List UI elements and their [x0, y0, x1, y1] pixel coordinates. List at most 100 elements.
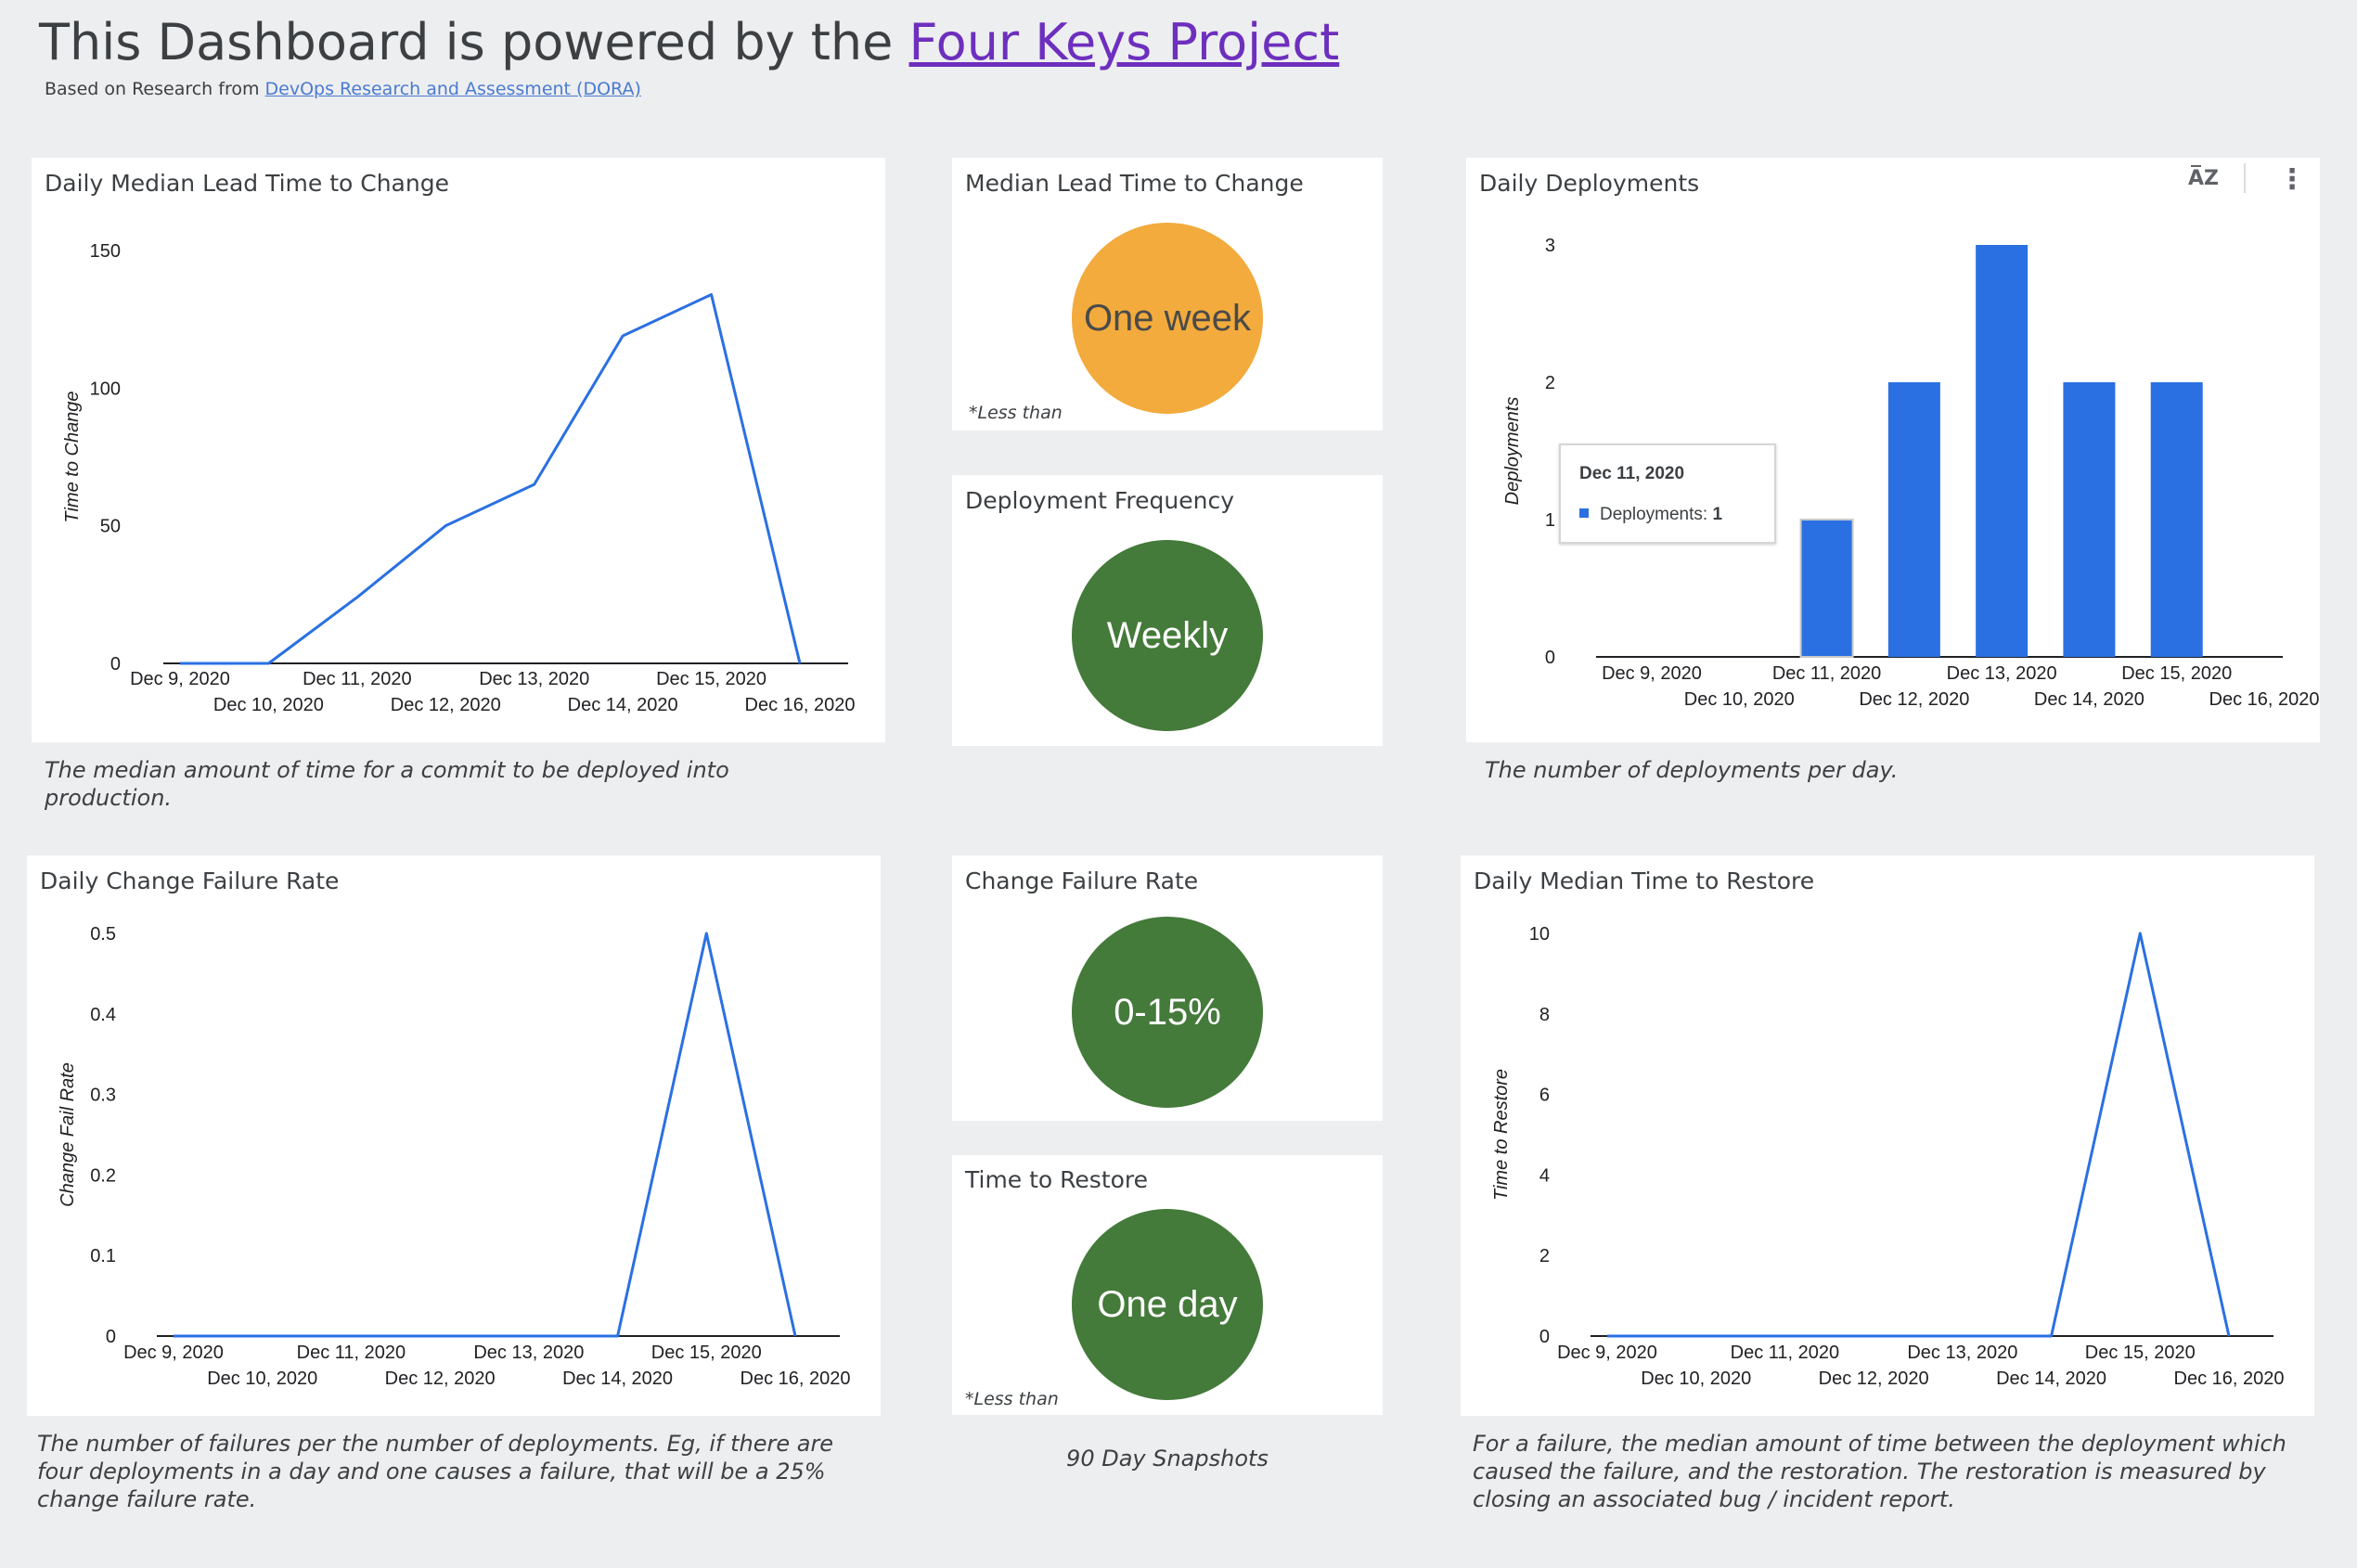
x-tick-label: Dec 12, 2020	[1859, 689, 1969, 710]
cfr-value-circle: 0-15%	[1072, 917, 1263, 1108]
deploy-frequency-title: Deployment Frequency	[965, 487, 1235, 514]
ttr-chart-title: Daily Median Time to Restore	[1474, 868, 1815, 894]
deploy-frequency-scorecard: Deployment Frequency Weekly	[952, 475, 1383, 746]
bar-dec-14-2020	[2063, 382, 2116, 657]
y-tick-label: 150	[90, 241, 121, 262]
tooltip-value: 1	[1712, 505, 1723, 524]
y-tick-label: 0	[110, 654, 121, 675]
bar-dec-12-2020	[1887, 382, 1940, 657]
x-tick-label: Dec 15, 2020	[2121, 663, 2232, 684]
cfr-caption: The number of failures per the number of…	[37, 1431, 834, 1512]
y-tick-label: 10	[1529, 924, 1550, 945]
x-tick-label: Dec 10, 2020	[213, 695, 324, 715]
ttr-caption: For a failure, the median amount of time…	[1473, 1431, 2286, 1512]
y-tick-label: 8	[1539, 1005, 1550, 1025]
more-vert-icon[interactable]: ⋮	[2278, 163, 2306, 196]
x-tick-label: Dec 10, 2020	[207, 1369, 317, 1389]
x-tick-label: Dec 9, 2020	[1602, 663, 1702, 684]
x-tick-label: Dec 11, 2020	[297, 1343, 406, 1363]
cfr-chart-title: Daily Change Failure Rate	[40, 868, 340, 894]
x-tick-label: Dec 11, 2020	[1731, 1343, 1840, 1363]
dashboard-subtitle: Based on Research from DevOps Research a…	[45, 79, 641, 99]
subtitle-text: Based on Research from	[45, 79, 265, 99]
cfr-chart-card: Daily Change Failure Rate 0 0.1 0.2 0.3 0.4 0…	[27, 855, 881, 1416]
deployments-chart: 0 1 2 3 Deployments Dec 9, 2020 Dec 10, 2020 De…	[1502, 236, 2319, 710]
x-tick-label: Dec 11, 2020	[303, 669, 412, 689]
y-tick-label: 0.2	[90, 1165, 116, 1186]
x-tick-label: Dec 16, 2020	[2174, 1369, 2285, 1389]
x-tick-label: Dec 15, 2020	[656, 669, 766, 689]
x-tick-label: Dec 11, 2020	[1772, 663, 1882, 684]
series-line	[180, 292, 802, 665]
ttr-note: *Less than	[965, 1389, 1059, 1409]
lead-time-value-circle: One week	[1072, 223, 1263, 414]
x-tick-label: Dec 12, 2020	[385, 1369, 496, 1389]
x-tick-label: Dec 13, 2020	[479, 669, 589, 689]
x-tick-label: Dec 13, 2020	[473, 1343, 584, 1363]
bar-dec-11-2020	[1799, 519, 1854, 658]
lead-time-scorecard: Median Lead Time to Change One week *Les…	[952, 158, 1383, 431]
y-tick-label: 2	[1545, 373, 1555, 393]
toolbar-divider	[2244, 163, 2246, 193]
tooltip-date: Dec 11, 2020	[1579, 464, 1685, 483]
bar-dec-15-2020	[2150, 382, 2203, 657]
y-tick-label: 0.4	[90, 1005, 116, 1025]
y-tick-label: 50	[100, 517, 121, 537]
y-axis-title: Change Fail Rate	[58, 1062, 78, 1207]
x-tick-label: Dec 16, 2020	[745, 695, 856, 715]
ttr-scorecard-title: Time to Restore	[965, 1166, 1149, 1193]
x-tick-label: Dec 14, 2020	[2034, 689, 2144, 710]
y-tick-label: 4	[1539, 1165, 1550, 1186]
ttr-chart: 0 2 4 6 8 10 Time to Restore Dec 9, 2020 Dec 10,…	[1491, 924, 2285, 1389]
x-tick-label: Dec 15, 2020	[651, 1343, 762, 1363]
x-tick-label: Dec 12, 2020	[391, 695, 501, 715]
tooltip-swatch	[1579, 508, 1589, 518]
dashboard-title: This Dashboard is powered by the Four Ke…	[39, 13, 1339, 71]
ttr-value-circle: One day	[1072, 1209, 1263, 1400]
x-tick-label: Dec 14, 2020	[1996, 1369, 2106, 1389]
y-tick-label: 3	[1545, 236, 1555, 256]
y-tick-label: 1	[1545, 510, 1555, 531]
chart-tooltip: Dec 11, 2020 Deployments: 1	[1559, 443, 1776, 544]
y-tick-label: 0	[106, 1327, 116, 1347]
snapshot-label: 90 Day Snapshots	[1066, 1446, 1269, 1472]
y-tick-label: 0	[1539, 1327, 1550, 1347]
lead-time-note: *Less than	[969, 403, 1063, 423]
tooltip-label: Deployments:	[1600, 505, 1713, 524]
lead-time-chart-title: Daily Median Lead Time to Change	[45, 170, 449, 197]
cfr-chart: 0 0.1 0.2 0.3 0.4 0.5 Change Fail Rate Dec 9, 2…	[58, 924, 850, 1389]
y-axis-title: Time to Change	[62, 391, 83, 522]
sort-az-icon[interactable]: A̅Z	[2188, 167, 2219, 190]
y-axis-title: Time to Restore	[1491, 1069, 1512, 1201]
y-tick-label: 0	[1545, 648, 1555, 668]
dora-link[interactable]: DevOps Research and Assessment (DORA)	[264, 79, 641, 99]
deploy-frequency-value-circle: Weekly	[1072, 540, 1263, 731]
lead-time-chart-card: Daily Median Lead Time to Change 0 50 100 1…	[32, 158, 885, 742]
series-line	[174, 932, 797, 1338]
deployments-chart-title: Daily Deployments	[1479, 170, 1700, 197]
x-tick-label: Dec 14, 2020	[568, 695, 678, 715]
x-tick-label: Dec 10, 2020	[1684, 689, 1795, 710]
x-tick-label: Dec 9, 2020	[123, 1343, 224, 1363]
x-tick-label: Dec 12, 2020	[1819, 1369, 1929, 1389]
bar-dec-13-2020	[1976, 245, 2029, 657]
y-tick-label: 0.1	[90, 1246, 116, 1266]
tooltip-row: Deployments: 1	[1579, 505, 1722, 525]
y-tick-label: 2	[1539, 1246, 1550, 1266]
ttr-chart-card: Daily Median Time to Restore 0 2 4 6 8 10 Time…	[1461, 855, 2314, 1416]
lead-time-chart: 0 50 100 150 Time to Change Dec 9, 2020 Dec 10…	[62, 241, 856, 715]
deployments-caption: The number of deployments per day.	[1485, 757, 1899, 783]
x-tick-label: Dec 9, 2020	[1557, 1343, 1657, 1363]
ttr-scorecard: Time to Restore One day *Less than	[952, 1155, 1383, 1415]
cfr-scorecard: Change Failure Rate 0-15%	[952, 855, 1383, 1121]
title-text: This Dashboard is powered by the	[39, 13, 909, 71]
x-tick-label: Dec 15, 2020	[2085, 1343, 2196, 1363]
series-line	[1607, 932, 2231, 1338]
y-tick-label: 100	[90, 379, 121, 399]
y-tick-label: 6	[1539, 1086, 1550, 1106]
lead-time-scorecard-title: Median Lead Time to Change	[965, 170, 1304, 197]
x-tick-label: Dec 10, 2020	[1641, 1369, 1751, 1389]
four-keys-link[interactable]: Four Keys Project	[908, 13, 1340, 71]
x-tick-label: Dec 13, 2020	[1907, 1343, 2017, 1363]
x-tick-label: Dec 13, 2020	[1947, 663, 2057, 684]
